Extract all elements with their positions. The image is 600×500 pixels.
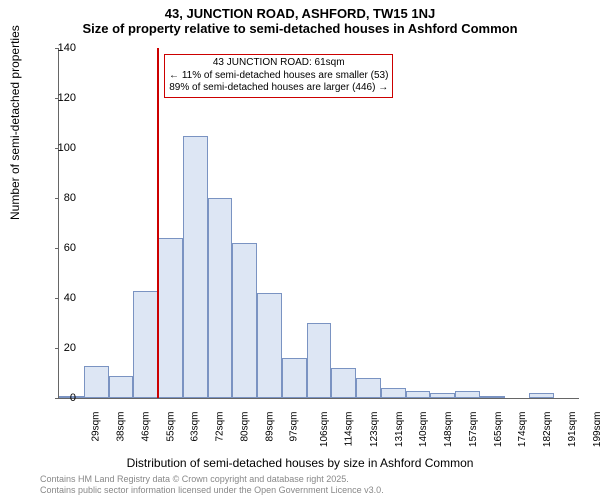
plot-area: 43 JUNCTION ROAD: 61sqm← 11% of semi-det… [58, 48, 579, 399]
histogram-bar [331, 368, 356, 398]
x-tick: 55sqm [165, 412, 176, 442]
histogram-bar [158, 238, 183, 398]
histogram-bar [133, 291, 158, 399]
y-tick: 80 [64, 192, 76, 204]
x-tick: 174sqm [517, 412, 528, 448]
histogram-bar [232, 243, 257, 398]
histogram-bar [356, 378, 381, 398]
x-tick: 89sqm [264, 412, 275, 442]
annotation-line2: ← 11% of semi-detached houses are smalle… [169, 70, 388, 83]
x-tick: 131sqm [394, 412, 405, 448]
x-tick: 46sqm [140, 412, 151, 442]
x-tick: 140sqm [418, 412, 429, 448]
copyright-footer: Contains HM Land Registry data © Crown c… [40, 474, 384, 496]
annotation-line3: 89% of semi-detached houses are larger (… [169, 82, 388, 95]
footer-line2: Contains public sector information licen… [40, 485, 384, 496]
x-tick: 165sqm [493, 412, 504, 448]
x-tick: 106sqm [319, 412, 330, 448]
histogram-bar [257, 293, 282, 398]
histogram-bar [529, 393, 554, 398]
footer-line1: Contains HM Land Registry data © Crown c… [40, 474, 384, 485]
histogram-bar [455, 391, 480, 399]
y-tick-mark [55, 198, 59, 199]
chart-container: 43, JUNCTION ROAD, ASHFORD, TW15 1NJ Siz… [0, 0, 600, 500]
y-tick: 140 [58, 42, 76, 54]
title-line2: Size of property relative to semi-detach… [0, 21, 600, 36]
histogram-bar [183, 136, 208, 399]
histogram-bar [381, 388, 406, 398]
x-tick: 72sqm [215, 412, 226, 442]
reference-line [157, 48, 159, 398]
title-line1: 43, JUNCTION ROAD, ASHFORD, TW15 1NJ [0, 0, 600, 21]
x-tick: 97sqm [289, 412, 300, 442]
y-tick: 120 [58, 92, 76, 104]
histogram-bar [282, 358, 307, 398]
histogram-bar [208, 198, 233, 398]
x-axis-label: Distribution of semi-detached houses by … [0, 456, 600, 470]
x-tick: 63sqm [190, 412, 201, 442]
annotation-line1: 43 JUNCTION ROAD: 61sqm [169, 57, 388, 70]
x-tick: 123sqm [369, 412, 380, 448]
y-tick: 0 [70, 392, 76, 404]
x-tick: 191sqm [567, 412, 578, 448]
y-tick-mark [55, 298, 59, 299]
y-tick: 100 [58, 142, 76, 154]
y-tick-mark [55, 398, 59, 399]
histogram-bar [430, 393, 455, 398]
y-tick-mark [55, 248, 59, 249]
y-axis-label: Number of semi-detached properties [8, 25, 22, 220]
histogram-bar [307, 323, 332, 398]
histogram-bar [109, 376, 134, 399]
x-tick: 157sqm [468, 412, 479, 448]
x-tick: 199sqm [592, 412, 600, 448]
x-tick: 80sqm [239, 412, 250, 442]
histogram-bar [406, 391, 431, 399]
histogram-bar [84, 366, 109, 399]
x-tick: 114sqm [343, 412, 354, 447]
annotation-box: 43 JUNCTION ROAD: 61sqm← 11% of semi-det… [164, 54, 393, 98]
x-tick: 29sqm [91, 412, 102, 442]
histogram-bar [480, 396, 505, 399]
x-tick: 38sqm [116, 412, 127, 442]
y-tick-mark [55, 348, 59, 349]
x-tick: 182sqm [542, 412, 553, 448]
y-tick: 60 [64, 242, 76, 254]
x-tick: 148sqm [443, 412, 454, 448]
y-tick: 40 [64, 292, 76, 304]
y-tick: 20 [64, 342, 76, 354]
